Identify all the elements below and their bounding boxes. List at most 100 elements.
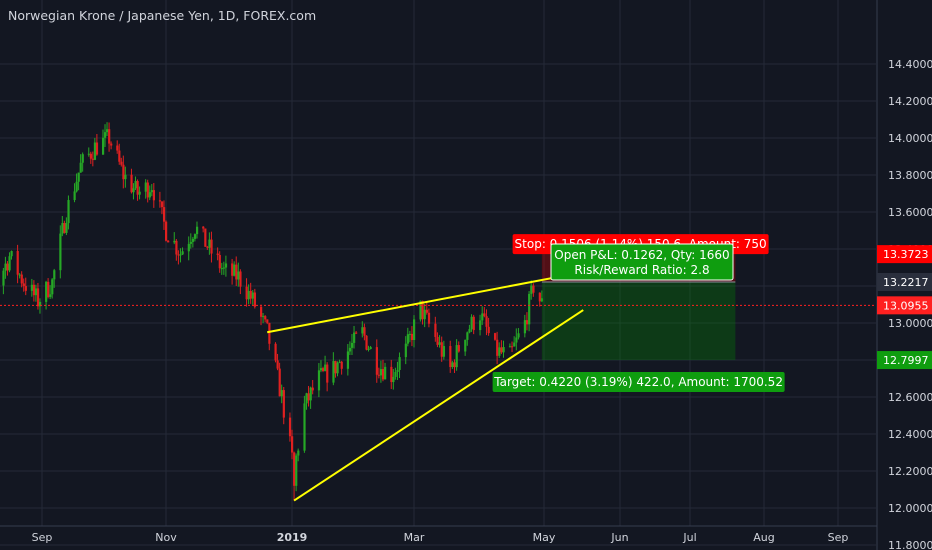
- candle-body: [379, 369, 383, 376]
- candle-body: [8, 256, 11, 271]
- candle-body: [61, 223, 64, 234]
- candle-body: [390, 366, 393, 383]
- candle-body: [6, 263, 9, 271]
- chart-title: Norwegian Krone / Japanese Yen, 1D, FORE…: [8, 8, 317, 23]
- candle-body: [202, 226, 205, 229]
- candle-body: [369, 347, 372, 349]
- candle-body: [406, 334, 409, 344]
- candle-body: [538, 292, 541, 302]
- price-label-target-text: 12.7997: [883, 354, 929, 367]
- candle-body: [224, 263, 228, 268]
- candle-body: [363, 327, 366, 336]
- candle-body: [101, 137, 105, 155]
- price-label-stop: [877, 245, 932, 264]
- target-annotation-text: Target: 0.4220 (3.19%) 422.0, Amount: 17…: [493, 375, 783, 389]
- candle-body: [75, 181, 78, 192]
- candle-body: [322, 368, 325, 371]
- trendline-lower: [293, 309, 584, 502]
- candle-body: [523, 320, 527, 334]
- candle-body: [468, 329, 471, 333]
- candle-body: [152, 190, 156, 201]
- x-tick-label: Mar: [404, 531, 425, 544]
- time-axis[interactable]: Sep Nov 2019 Mar May Jun Jul Aug Sep: [0, 525, 877, 544]
- candle-body: [436, 336, 439, 345]
- candle-body: [120, 161, 123, 165]
- price-label-current-text: 13.0955: [883, 299, 929, 312]
- x-tick-label: Sep: [32, 531, 53, 544]
- candle-body: [104, 132, 107, 138]
- candle-body: [235, 264, 238, 280]
- candle-body: [453, 362, 456, 368]
- candle-body: [466, 332, 469, 340]
- price-label-stop-text: 13.3723: [883, 248, 929, 261]
- candle-body: [361, 327, 364, 334]
- candle-body: [479, 320, 482, 331]
- candle-body: [513, 342, 516, 347]
- candle-body: [160, 201, 164, 208]
- candle-body: [394, 371, 397, 377]
- candle-body: [34, 288, 38, 296]
- candle-body: [515, 337, 518, 343]
- candle-body: [262, 316, 265, 318]
- candle-body: [375, 347, 378, 375]
- candle-body: [508, 346, 512, 348]
- candle-body: [532, 285, 535, 293]
- candle-body: [132, 188, 135, 193]
- price-label-entry-text: 13.2217: [883, 276, 929, 289]
- candle-body: [355, 332, 358, 334]
- candle-body: [365, 335, 368, 350]
- candle-body: [381, 369, 385, 380]
- x-tick-label: Jul: [682, 531, 696, 544]
- candle-body: [404, 343, 407, 358]
- candle-body: [63, 223, 66, 233]
- candle-body: [278, 368, 281, 397]
- candle-body: [457, 345, 460, 352]
- candle-body: [332, 361, 335, 383]
- candle-body: [175, 240, 178, 255]
- candle-body: [239, 271, 242, 287]
- candle-body: [317, 370, 321, 391]
- candle-body: [392, 376, 395, 383]
- candle-body: [136, 180, 139, 195]
- candle-body: [134, 180, 137, 189]
- candle-body: [438, 342, 441, 345]
- candle-body: [206, 246, 209, 248]
- candle-body: [150, 190, 153, 193]
- candle-body: [79, 162, 82, 173]
- y-tick-label: 14.4000: [888, 58, 932, 71]
- target-zone: [541, 281, 736, 361]
- candle-body: [434, 323, 437, 337]
- candle-body: [220, 268, 223, 270]
- candle-body: [179, 254, 182, 256]
- candle-body: [122, 164, 125, 180]
- pnl-annotation: [550, 243, 734, 281]
- candle-body: [530, 285, 533, 294]
- candle-body: [49, 294, 52, 297]
- candle-body: [413, 319, 416, 340]
- y-tick-label: 12.4000: [888, 428, 932, 441]
- candle-body: [32, 284, 36, 296]
- candle-body: [464, 339, 467, 352]
- candle-body: [222, 267, 226, 269]
- candle-body: [124, 174, 127, 180]
- candle-body: [260, 306, 263, 317]
- trendlines[interactable]: [267, 272, 584, 502]
- candle-body: [528, 293, 531, 325]
- candle-body: [208, 239, 211, 248]
- candle-body: [421, 300, 424, 320]
- candle-body: [118, 150, 121, 162]
- candle-body: [305, 393, 308, 404]
- candle-body: [165, 221, 168, 241]
- candle-body: [353, 332, 356, 343]
- candle-body: [398, 357, 401, 370]
- candle-body: [470, 316, 473, 330]
- candle-body: [251, 292, 254, 299]
- y-tick-label: 13.6000: [888, 206, 932, 219]
- candle-body: [59, 233, 62, 271]
- candle-body: [427, 312, 431, 324]
- candle-body: [106, 129, 109, 133]
- trendline-upper: [267, 272, 579, 334]
